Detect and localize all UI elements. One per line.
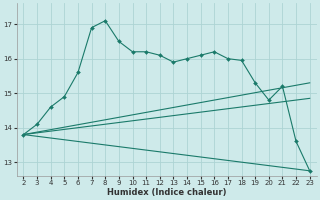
X-axis label: Humidex (Indice chaleur): Humidex (Indice chaleur) xyxy=(107,188,226,197)
